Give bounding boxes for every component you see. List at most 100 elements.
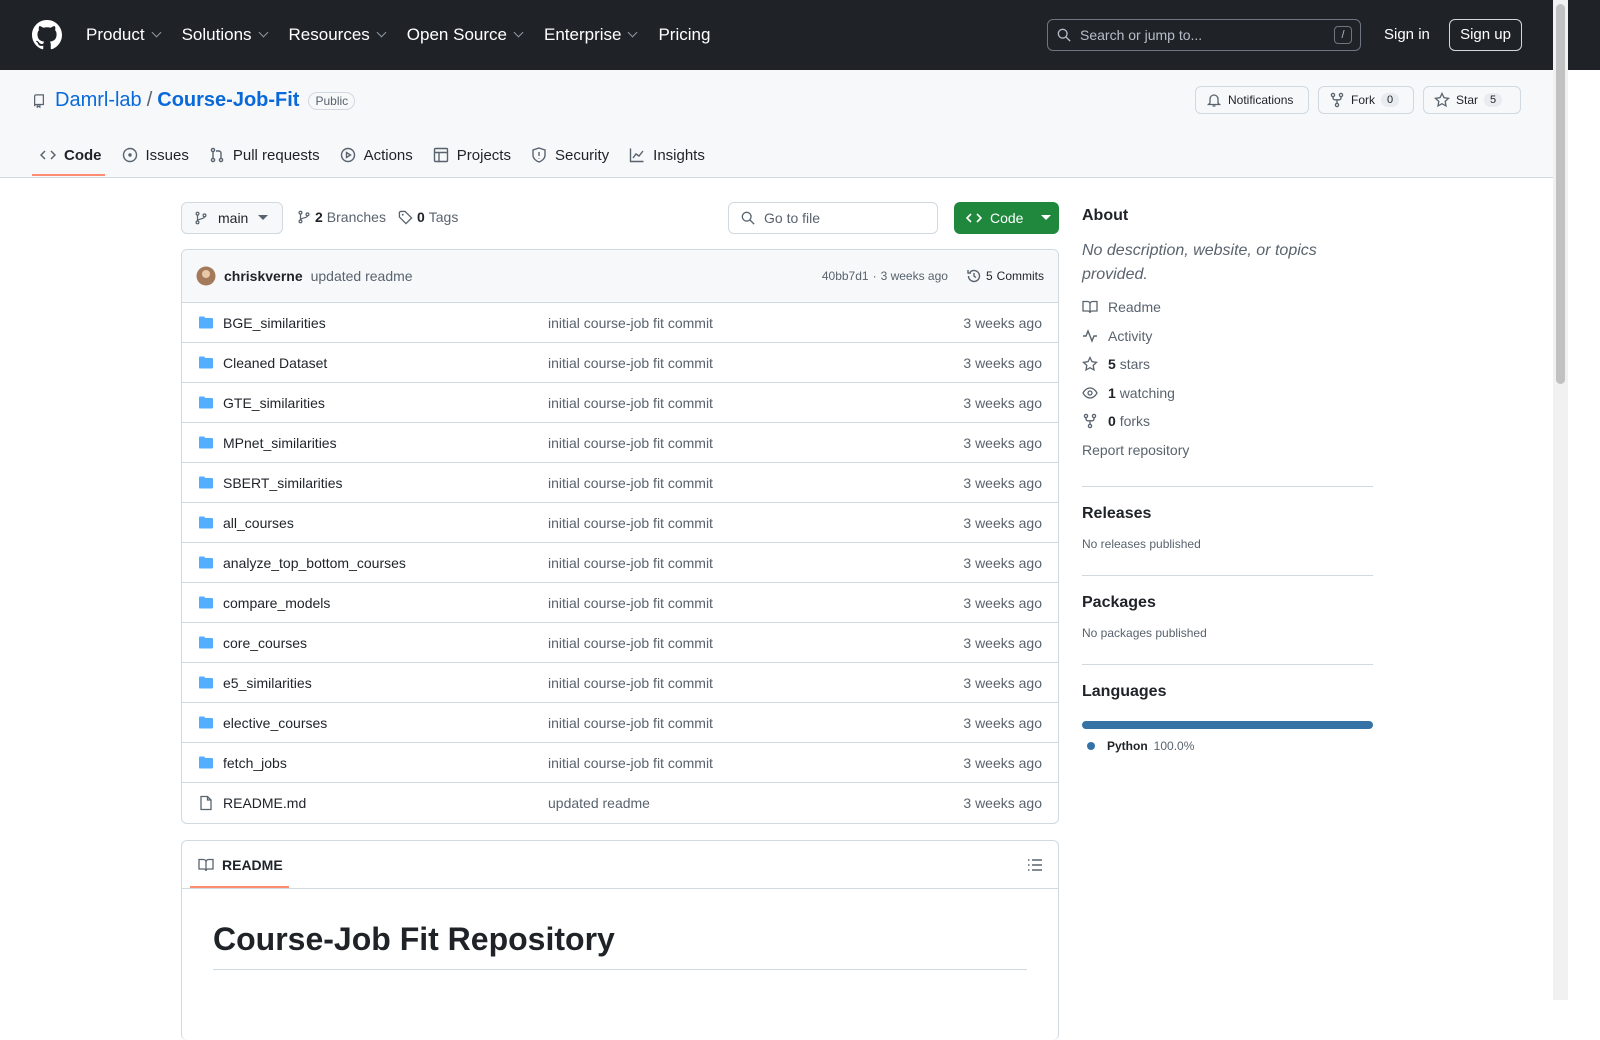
releases-title[interactable]: Releases — [1082, 505, 1152, 522]
file-name[interactable]: analyze_top_bottom_courses — [223, 554, 406, 571]
report-link[interactable]: Report repository — [1082, 441, 1190, 458]
file-name[interactable]: MPnet_similarities — [223, 434, 337, 451]
repo-icon — [34, 94, 44, 109]
fork-button[interactable]: Fork 0 — [1318, 86, 1414, 114]
fork-count: 0 — [1381, 93, 1400, 107]
readme-tab[interactable]: README — [222, 856, 283, 873]
repo-tab[interactable]: Pull requests — [201, 138, 332, 172]
language-item[interactable]: Python 100.0% — [1082, 739, 1194, 753]
file-commit-message[interactable]: initial course-job fit commit — [548, 354, 713, 371]
scroll-thumb[interactable] — [1556, 4, 1565, 384]
bell-icon — [1206, 94, 1222, 107]
tab-icon — [532, 147, 546, 163]
latest-commit: chriskverne updated readme 40bb7d1 · 3 w… — [182, 250, 1058, 302]
file-commit-message[interactable]: initial course-job fit commit — [548, 474, 713, 491]
file-name[interactable]: core_courses — [223, 634, 308, 651]
link-icon — [1083, 413, 1097, 429]
file-commit-message[interactable]: initial course-job fit commit — [548, 434, 713, 451]
commits-link[interactable]: 5 Commits — [966, 268, 1044, 284]
commit-count: 5 — [985, 269, 993, 283]
sign-in[interactable]: Sign in — [1384, 26, 1430, 43]
packages-title[interactable]: Packages — [1082, 594, 1156, 611]
repo-tab[interactable]: Code — [32, 138, 114, 172]
branch-select[interactable]: main — [181, 202, 283, 234]
repo-name[interactable]: Course-Job-Fit — [157, 89, 300, 111]
file-name[interactable]: e5_similarities — [223, 674, 312, 691]
book-icon — [198, 858, 214, 871]
file-commit-message[interactable]: initial course-job fit commit — [548, 394, 713, 411]
repo-owner[interactable]: Damrl-lab — [55, 89, 142, 111]
about-links: Readme Activity 5 stars 1 watching 0 forks Re… — [1082, 293, 1373, 464]
repo-tab[interactable]: Insights — [621, 138, 717, 172]
commit-message[interactable]: updated readme — [310, 268, 413, 284]
tag-count[interactable]: 0 — [416, 209, 425, 225]
branches-link[interactable]: 2 Branches 0 Tags — [297, 209, 458, 225]
file-commit-message[interactable]: initial course-job fit commit — [548, 674, 713, 691]
file-name-cell: analyze_top_bottom_courses — [182, 555, 548, 571]
file-commit-message[interactable]: updated readme — [548, 794, 650, 811]
forks-link[interactable]: 0 forks — [1082, 407, 1373, 436]
nav-item[interactable]: Product — [86, 25, 160, 45]
nav-item[interactable]: Pricing — [658, 25, 711, 44]
notifications-button[interactable]: Notifications — [1195, 86, 1309, 114]
star-button[interactable]: Star 5 — [1423, 86, 1521, 114]
page: Course-Job-Fit *{box-sizing:border-box} … — [0, 0, 1600, 1000]
file-name[interactable]: SBERT_similarities — [223, 474, 343, 491]
avatar[interactable] — [196, 266, 216, 286]
file-time: 3 weeks ago — [963, 674, 1042, 691]
readme-link[interactable]: Readme — [1082, 293, 1373, 322]
link-icon — [1082, 387, 1098, 399]
file-commit-message[interactable]: initial course-job fit commit — [548, 514, 713, 531]
search-shortcut: / — [1334, 26, 1352, 44]
file-row: GTE_similarities initial course-job fit c… — [182, 382, 1058, 422]
readme-panel: README Course-Job Fit Repository — [181, 840, 1059, 1040]
repo-slash: / — [146, 89, 153, 111]
repo-tab[interactable]: Projects — [425, 138, 523, 172]
nav-item[interactable]: Solutions — [182, 25, 267, 45]
scrollbar — [1553, 0, 1568, 1000]
file-row: README.md updated readme 3 weeks ago — [182, 782, 1058, 822]
repo-tab[interactable]: Actions — [332, 138, 425, 172]
folder-icon — [199, 596, 213, 608]
search-box[interactable]: Search or jump to... / — [1047, 19, 1361, 51]
code-button[interactable]: Code — [954, 202, 1059, 234]
file-name[interactable]: elective_courses — [223, 714, 328, 731]
branch-icon — [298, 210, 310, 224]
nav-item[interactable]: Resources — [289, 25, 385, 45]
tags-label[interactable]: Tags — [428, 209, 459, 225]
file-name[interactable]: GTE_similarities — [223, 394, 325, 411]
file-commit-message[interactable]: initial course-job fit commit — [548, 554, 713, 571]
file-time: 3 weeks ago — [963, 514, 1042, 531]
file-name[interactable]: README.md — [223, 794, 307, 811]
activity-link[interactable]: Activity — [1082, 322, 1373, 351]
file-name[interactable]: Cleaned Dataset — [223, 354, 328, 371]
commit-author[interactable]: chriskverne — [224, 268, 303, 284]
file-name[interactable]: all_courses — [223, 514, 294, 531]
file-name[interactable]: BGE_similarities — [223, 314, 326, 331]
link-text: 1 watching — [1108, 385, 1175, 401]
file-commit-message[interactable]: initial course-job fit commit — [548, 754, 713, 771]
sign-up[interactable]: Sign up — [1449, 19, 1522, 51]
file-commit-message[interactable]: initial course-job fit commit — [548, 714, 713, 731]
commit-sha[interactable]: 40bb7d1 — [821, 269, 869, 283]
file-name[interactable]: compare_models — [223, 594, 331, 611]
file-name-cell: SBERT_similarities — [182, 475, 548, 491]
file-name[interactable]: fetch_jobs — [223, 754, 287, 771]
star-label: Star — [1456, 93, 1479, 107]
code-label: Code — [990, 210, 1024, 226]
stars-link[interactable]: 5 stars — [1082, 350, 1373, 379]
file-commit-message[interactable]: initial course-job fit commit — [548, 314, 713, 331]
body: {"header":{"nav":["Product","Solutions",… — [0, 0, 1600, 1000]
file-commit-message[interactable]: initial course-job fit commit — [548, 634, 713, 651]
outline-icon[interactable] — [1027, 857, 1043, 873]
file-row: Cleaned Dataset initial course-job fit co… — [182, 342, 1058, 382]
repo-tab[interactable]: Issues — [114, 138, 201, 172]
nav-item[interactable]: Enterprise — [544, 25, 636, 45]
repo-tab[interactable]: Security — [523, 138, 621, 172]
file-commit-message[interactable]: initial course-job fit commit — [548, 594, 713, 611]
file-time: 3 weeks ago — [963, 474, 1042, 491]
go-to-file[interactable]: Go to file — [728, 202, 938, 234]
watching-link[interactable]: 1 watching — [1082, 379, 1373, 408]
nav-item[interactable]: Open Source — [407, 25, 522, 45]
logo[interactable] — [32, 20, 62, 50]
